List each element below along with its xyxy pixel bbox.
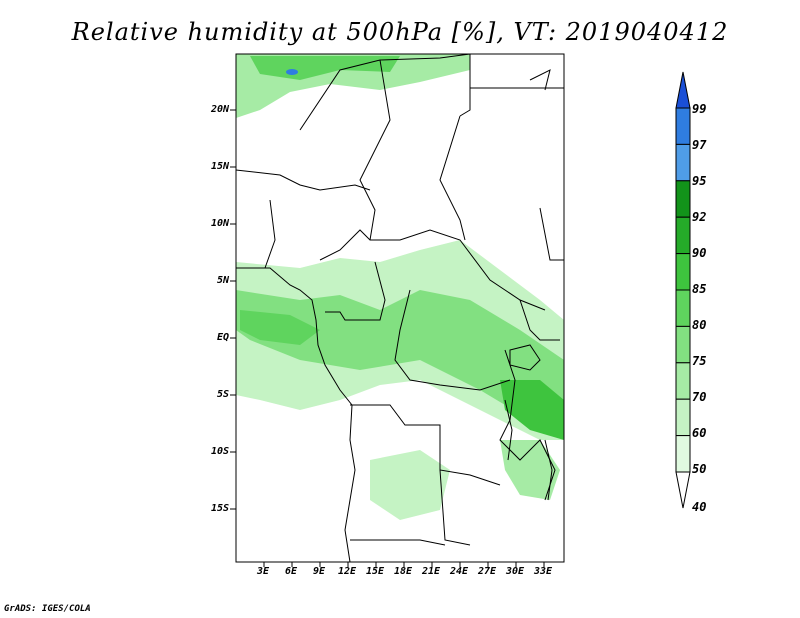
colorbar-label: 97: [692, 138, 707, 152]
lon-label: 3E: [257, 566, 270, 577]
colorbar-segment: [675, 143, 691, 182]
colorbar-segment: [675, 253, 691, 291]
map-area: [230, 53, 565, 567]
border-chad-niger: [359, 59, 391, 241]
colorbar-segment: [675, 435, 691, 473]
colorbar: [675, 71, 691, 509]
border-chad-sudan: [439, 115, 466, 241]
lon-label: 18E: [394, 566, 413, 577]
lat-label: 5S: [216, 389, 229, 400]
colorbar-segment: [675, 71, 691, 109]
lat-label: 15S: [210, 503, 229, 514]
lake-malawi: [544, 439, 553, 501]
lat-label: 10S: [210, 446, 229, 457]
border-cameroon-congo: [325, 261, 386, 321]
humidity-region-south: [370, 450, 450, 520]
border-benin-nigeria: [264, 199, 276, 269]
lat-ticks: [230, 109, 236, 510]
map-frame: [235, 53, 565, 563]
country-borders: [235, 53, 564, 563]
border-angola-zambia: [439, 469, 471, 546]
colorbar-label: 40: [692, 500, 707, 514]
humidity-region-north-peak: [286, 69, 298, 75]
colorbar-label: 99: [692, 102, 707, 116]
humidity-region-lakes: [500, 380, 564, 440]
colorbar-label: 50: [692, 462, 707, 476]
colorbar-segment: [675, 325, 691, 364]
colorbar-label: 75: [692, 354, 707, 368]
border-egypt-libya: [459, 54, 471, 117]
lon-label: 21E: [422, 566, 441, 577]
colorbar-label: 95: [692, 174, 707, 188]
lon-label: 33E: [534, 566, 553, 577]
lat-label: 20N: [210, 104, 229, 115]
colorbar-label: 85: [692, 282, 707, 296]
border-tanzania-drc: [499, 349, 556, 501]
colorbar-segment: [675, 471, 691, 509]
lon-ticks: [263, 562, 545, 567]
lat-label: EQ: [216, 332, 229, 343]
credit-text: GrADS: IGES/COLA: [4, 604, 91, 614]
lon-label: 12E: [338, 566, 357, 577]
lon-label: 24E: [450, 566, 469, 577]
humidity-region-north-core: [250, 56, 400, 80]
colorbar-label: 90: [692, 246, 707, 260]
lake-victoria: [509, 344, 541, 371]
humidity-region-equatorial-mid: [236, 290, 564, 430]
lon-label: 27E: [478, 566, 497, 577]
coastline-west: [236, 267, 356, 563]
border-drc-north: [394, 289, 511, 391]
border-car-south: [319, 229, 546, 311]
colorbar-segment: [675, 289, 691, 327]
coastline-red-sea: [529, 69, 551, 91]
lat-label: 5N: [216, 275, 229, 286]
colorbar-segment: [675, 180, 691, 218]
colorbar-segment: [675, 362, 691, 400]
colorbar-segment: [675, 398, 691, 437]
lon-label: 9E: [313, 566, 326, 577]
colorbar-segment: [675, 107, 691, 145]
colorbar-label: 80: [692, 318, 707, 332]
lon-label: 15E: [366, 566, 385, 577]
lake-tanganyika: [504, 399, 513, 461]
border-drc-south: [350, 404, 501, 486]
colorbar-label: 70: [692, 390, 707, 404]
lon-label: 6E: [285, 566, 298, 577]
lat-label: 15N: [210, 161, 229, 172]
colorbar-label: 60: [692, 426, 707, 440]
lat-label: 10N: [210, 218, 229, 229]
lon-label: 30E: [506, 566, 525, 577]
humidity-region-gabon: [240, 310, 320, 345]
border-uganda: [519, 299, 560, 341]
colorbar-segment: [675, 216, 691, 255]
colorbar-label: 92: [692, 210, 707, 224]
map-title: Relative humidity at 500hPa [%], VT: 201…: [71, 18, 729, 46]
border-angola-namibia: [350, 539, 446, 546]
border-niger-nigeria: [235, 169, 371, 191]
border-ethiopia: [539, 207, 564, 261]
